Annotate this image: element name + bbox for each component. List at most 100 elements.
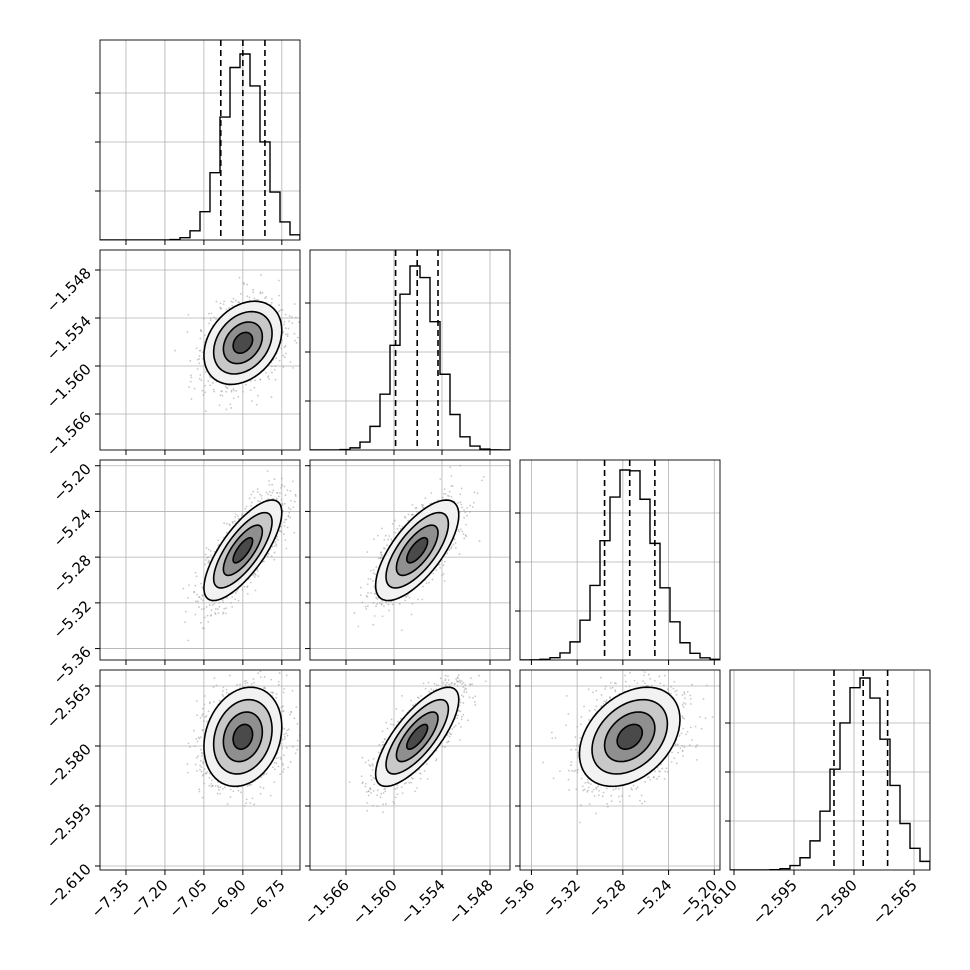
scatter-point <box>222 612 224 615</box>
scatter-point <box>277 279 280 282</box>
scatter-point <box>209 614 212 617</box>
scatter-point <box>254 573 257 576</box>
scatter-point <box>283 323 285 326</box>
scatter-point <box>424 497 427 500</box>
density-contour <box>406 536 429 564</box>
scatter-point <box>249 581 252 584</box>
scatter-point <box>275 357 278 359</box>
scatter-point <box>286 333 289 336</box>
scatter-point <box>199 329 202 332</box>
scatter-point <box>217 785 219 787</box>
scatter-point <box>195 575 198 578</box>
scatter-point <box>301 509 303 511</box>
scatter-point <box>431 578 434 581</box>
scatter-point <box>452 543 455 546</box>
scatter-point <box>196 368 199 370</box>
scatter-point <box>448 495 450 498</box>
scatter-point <box>208 322 210 325</box>
scatter-point <box>246 295 249 298</box>
scatter-point <box>453 538 456 541</box>
scatter-point <box>278 359 281 362</box>
scatter-point <box>283 533 285 536</box>
scatter-point <box>353 612 356 614</box>
scatter-point <box>198 362 201 365</box>
scatter-point <box>438 563 441 566</box>
scatter-point <box>194 571 197 574</box>
scatter-point <box>372 623 375 626</box>
scatter-point <box>421 598 424 601</box>
scatter-point <box>292 366 294 369</box>
scatter-point <box>280 477 283 480</box>
scatter-point <box>373 593 376 595</box>
scatter-point <box>218 605 221 608</box>
scatter-point <box>293 531 296 534</box>
scatter-point <box>209 384 212 387</box>
scatter-point <box>222 611 225 614</box>
scatter-point <box>228 523 231 526</box>
scatter-point <box>279 492 281 495</box>
y-tick-label: −5.36 <box>50 643 95 688</box>
scatter-point <box>203 695 206 697</box>
scatter-point <box>238 276 241 279</box>
scatter-point <box>196 593 198 596</box>
scatter-point <box>267 493 269 496</box>
scatter-point <box>222 601 224 604</box>
scatter-point <box>380 553 383 556</box>
scatter-point <box>237 599 240 602</box>
scatter-point <box>278 294 280 297</box>
scatter-point <box>260 274 262 276</box>
scatter-point <box>275 544 278 547</box>
scatter-point <box>189 374 192 377</box>
scatter-point <box>200 597 203 600</box>
scatter-point <box>204 384 206 387</box>
scatter-point <box>265 491 268 494</box>
scatter-point <box>254 379 257 382</box>
scatter-point <box>288 315 291 317</box>
scatter-point <box>252 490 255 493</box>
scatter-point <box>457 501 459 504</box>
scatter-point <box>259 500 261 503</box>
scatter-point <box>444 493 447 495</box>
scatter-point <box>284 313 287 316</box>
scatter-point <box>184 621 187 624</box>
scatter-point <box>189 359 192 362</box>
scatter-point <box>282 509 284 512</box>
scatter-point <box>383 605 385 608</box>
scatter-point <box>232 301 234 303</box>
scatter-point <box>379 557 382 560</box>
scatter-point <box>386 544 388 547</box>
scatter-point <box>379 551 382 554</box>
scatter-point <box>439 566 441 569</box>
scatter-point <box>193 590 195 593</box>
scatter-point <box>364 605 367 608</box>
scatter-point <box>273 368 276 371</box>
scatter-point <box>273 551 276 554</box>
scatter-point <box>376 598 379 600</box>
scatter-point <box>476 492 479 495</box>
scatter-point <box>466 507 468 509</box>
scatter-point <box>295 341 298 344</box>
scatter-point <box>294 500 296 503</box>
scatter-point <box>199 768 201 771</box>
scatter-point <box>283 502 286 505</box>
scatter-point <box>197 606 200 608</box>
scatter-point <box>256 491 259 493</box>
scatter-point <box>304 323 306 325</box>
scatter-point <box>381 599 383 602</box>
panel-0-0 <box>95 39 301 245</box>
scatter-point <box>271 491 274 494</box>
scatter-point <box>411 513 414 516</box>
scatter-point <box>200 621 202 624</box>
scatter-point <box>264 297 266 299</box>
scatter-point <box>465 535 468 538</box>
scatter-point <box>207 621 210 623</box>
scatter-point <box>265 296 268 298</box>
scatter-point <box>464 511 467 514</box>
scatter-point <box>459 464 462 467</box>
scatter-point <box>201 586 204 589</box>
scatter-point <box>387 538 389 541</box>
scatter-point <box>281 504 284 507</box>
scatter-point <box>373 615 376 617</box>
scatter-point <box>209 376 212 379</box>
